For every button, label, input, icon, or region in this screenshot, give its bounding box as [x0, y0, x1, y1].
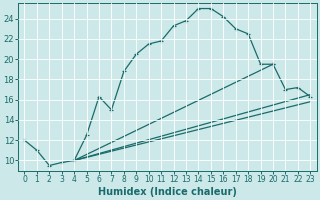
X-axis label: Humidex (Indice chaleur): Humidex (Indice chaleur): [98, 187, 237, 197]
